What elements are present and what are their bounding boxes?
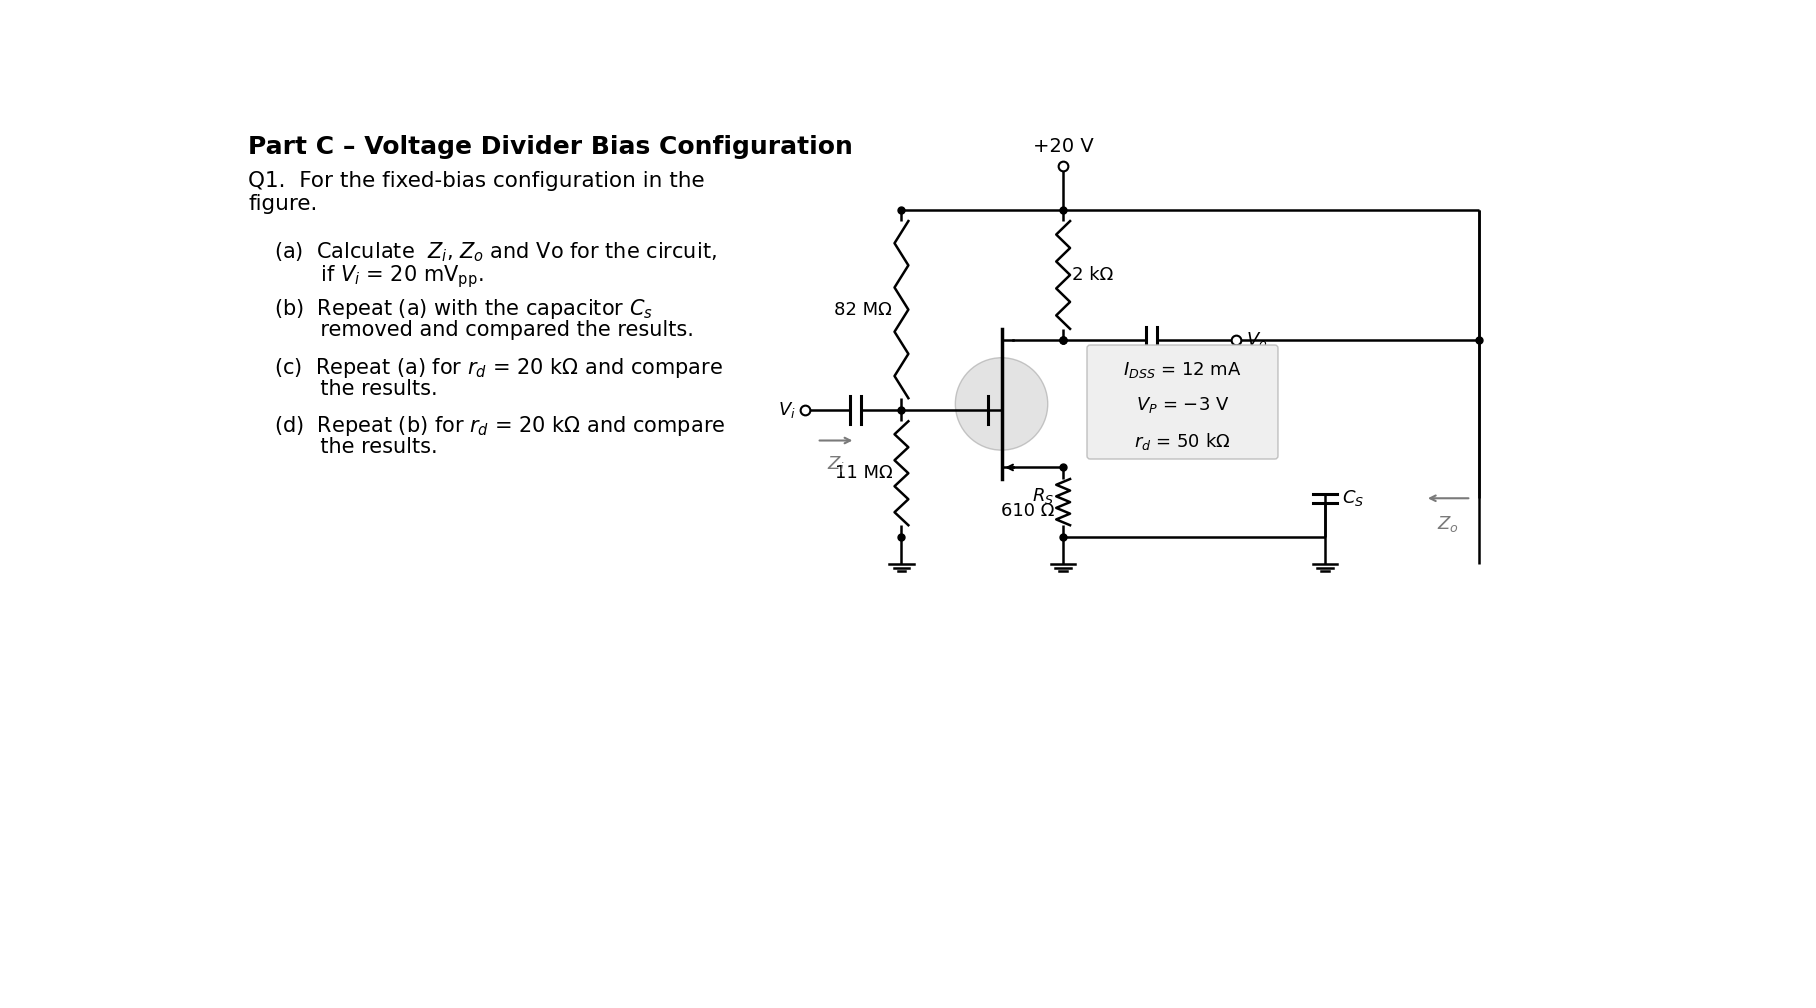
Text: 82 MΩ: 82 MΩ	[834, 300, 892, 319]
Text: $R_S$: $R_S$	[1031, 486, 1053, 506]
Text: removed and compared the results.: removed and compared the results.	[274, 320, 694, 340]
Text: $C_S$: $C_S$	[1342, 488, 1364, 508]
Text: $V_i$: $V_i$	[779, 400, 795, 419]
Text: (d)  Repeat (b) for $r_d$ = 20 k$\Omega$ and compare: (d) Repeat (b) for $r_d$ = 20 k$\Omega$ …	[274, 413, 725, 437]
Text: (c)  Repeat (a) for $r_d$ = 20 k$\Omega$ and compare: (c) Repeat (a) for $r_d$ = 20 k$\Omega$ …	[274, 356, 723, 380]
Text: 11 MΩ: 11 MΩ	[835, 465, 892, 482]
Text: $Z_i$: $Z_i$	[826, 454, 844, 474]
Text: (b)  Repeat (a) with the capacitor $C_s$: (b) Repeat (a) with the capacitor $C_s$	[274, 296, 654, 321]
Text: Part C – Voltage Divider Bias Configuration: Part C – Voltage Divider Bias Configurat…	[249, 135, 854, 159]
Text: $Z_o$: $Z_o$	[1436, 514, 1458, 533]
Text: the results.: the results.	[274, 379, 438, 399]
FancyBboxPatch shape	[1088, 345, 1278, 459]
Circle shape	[955, 358, 1048, 451]
Text: 610 Ω: 610 Ω	[1001, 502, 1053, 520]
Text: if $V_i$ = 20 mV$_\mathregular{pp}$.: if $V_i$ = 20 mV$_\mathregular{pp}$.	[274, 263, 483, 290]
Text: (a)  Calculate  $Z_i$, $Z_o$ and Vo for the circuit,: (a) Calculate $Z_i$, $Z_o$ and Vo for th…	[274, 240, 717, 264]
Text: $I_{DSS}$ = 12 mA
$V_P$ = $-$3 V
$r_d$ = 50 k$\Omega$: $I_{DSS}$ = 12 mA $V_P$ = $-$3 V $r_d$ =…	[1124, 360, 1242, 452]
Text: Q1.  For the fixed-bias configuration in the: Q1. For the fixed-bias configuration in …	[249, 171, 705, 191]
Text: 2 kΩ: 2 kΩ	[1073, 266, 1113, 284]
Text: the results.: the results.	[274, 436, 438, 457]
Text: figure.: figure.	[249, 195, 318, 214]
Text: $V_o$: $V_o$	[1246, 331, 1268, 351]
Text: +20 V: +20 V	[1033, 137, 1093, 156]
